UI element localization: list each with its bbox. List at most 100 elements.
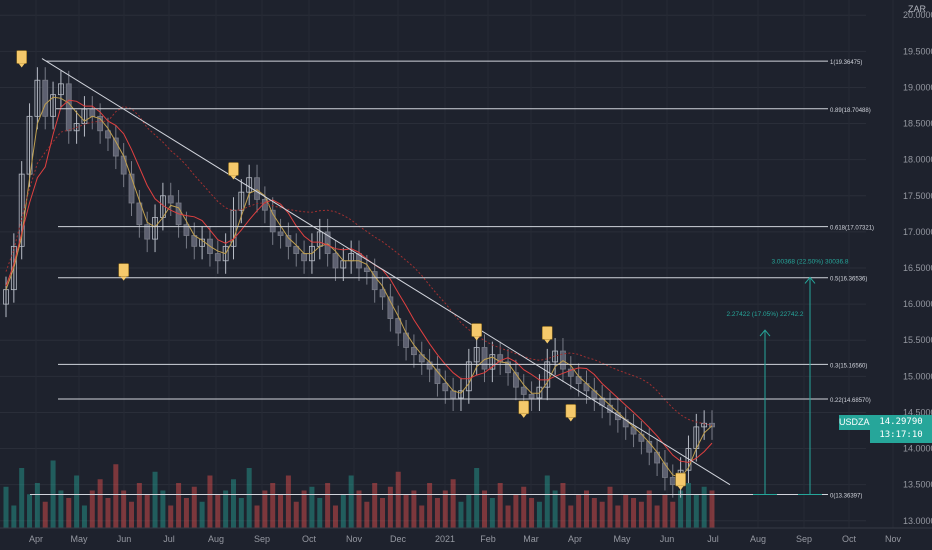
candle-body (324, 231, 331, 254)
volume-bar (191, 486, 197, 528)
volume-bar (230, 479, 236, 528)
volume-bar (466, 494, 472, 528)
x-tick-label: 2021 (435, 534, 455, 544)
candle-body (395, 318, 402, 334)
fib-level-label: 0.22(14.68570) (830, 398, 871, 404)
pivot-marker-tip (18, 63, 25, 68)
volume-bar (176, 483, 182, 528)
pivot-marker (675, 472, 686, 487)
candle-body (465, 361, 472, 392)
pivot-marker-tip (120, 276, 127, 281)
candle-body (481, 347, 488, 370)
volume-bar (701, 486, 707, 528)
volume-bar (521, 486, 527, 528)
x-tick-label: Sep (796, 534, 812, 544)
volume-bar (74, 475, 80, 528)
candle-body (277, 231, 284, 236)
volume-bar (309, 486, 315, 528)
candle-body (285, 235, 292, 247)
candle-body (293, 245, 300, 254)
volume-bar (560, 483, 566, 528)
x-tick-label: Nov (885, 534, 902, 544)
pivot-marker (565, 404, 577, 418)
volume-bar (301, 490, 307, 528)
trendline (41, 58, 731, 486)
pivot-markers (16, 50, 686, 491)
candle-body (42, 79, 49, 117)
candle-body (426, 361, 433, 370)
y-tick-label: 20.00000 (903, 10, 932, 20)
candle-body (144, 224, 151, 240)
candle-body (379, 289, 386, 298)
candle-body (301, 253, 307, 262)
candle-body (669, 477, 676, 486)
candle-body (73, 123, 80, 132)
volume-bar (356, 490, 362, 528)
volume-bar (709, 490, 715, 528)
measure-label: 2.27422 (17.05%) 22742.2 (727, 311, 804, 318)
candle-body (97, 115, 104, 132)
volume-bar (238, 498, 244, 528)
candle-body (183, 224, 190, 236)
fibonacci-levels: 1(19.36475) 0.89(18.70488) 0.618(17.07321)… (30, 60, 874, 499)
volume-bar (254, 505, 260, 528)
volume-bar (552, 490, 558, 528)
candle-body (544, 361, 551, 388)
volume-bar (136, 483, 142, 528)
volume-bar (427, 483, 433, 528)
candle-body (128, 173, 135, 204)
x-tick-label: Jun (117, 534, 132, 544)
candle-body (26, 115, 33, 175)
x-tick-label: Aug (750, 534, 766, 544)
volume-bar (529, 498, 535, 528)
y-tick-label: 19.50000 (903, 46, 932, 56)
candle-body (536, 386, 543, 399)
measure-arrow (759, 329, 771, 337)
candle-body (58, 83, 64, 96)
candle-body (254, 177, 260, 200)
volume-bar (207, 475, 213, 528)
candle-body (411, 347, 417, 356)
volume-bar (434, 498, 440, 528)
pivot-marker-tip (677, 486, 684, 491)
x-tick-label: Apr (568, 534, 582, 544)
fib-level-label: 0.3(15.16560) (830, 363, 867, 369)
candle-body (65, 83, 72, 132)
last-price-tag: 14.29790 (870, 415, 932, 430)
volume-bar (615, 505, 621, 528)
x-tick-label: May (70, 534, 88, 544)
downtrend-line (41, 58, 731, 486)
candle-body (222, 245, 229, 262)
y-tick-label: 18.50000 (903, 119, 932, 129)
x-tick-label: Sep (254, 534, 270, 544)
x-tick-label: Jul (163, 534, 175, 544)
volume-bar (113, 464, 119, 528)
candle-body (638, 433, 645, 442)
y-tick-label: 13.50000 (903, 480, 932, 490)
y-tick-label: 13.00000 (903, 516, 932, 526)
pivot-marker-tip (520, 413, 527, 418)
x-tick-label: Jul (707, 534, 719, 544)
candle-body (34, 79, 41, 117)
volume-bar (685, 483, 691, 528)
y-tick-label: 18.00000 (903, 155, 932, 165)
volume-bar (89, 490, 95, 528)
volume-bar (97, 479, 103, 528)
volume-bar (340, 494, 346, 528)
volume-bar (638, 501, 644, 528)
y-tick-label: 16.00000 (903, 299, 932, 309)
volume-bar (19, 468, 25, 528)
x-tick-label: Dec (390, 534, 407, 544)
volume-bar (3, 486, 9, 528)
candle-body (458, 390, 464, 399)
volume-bar (42, 501, 48, 528)
x-tick-label: Nov (346, 534, 363, 544)
volume-bar (262, 490, 268, 528)
currency-label: ZAR (908, 4, 927, 14)
candle-body (269, 209, 276, 233)
volume-bar (364, 501, 370, 528)
fib-level-label: 1(19.36475) (830, 60, 862, 66)
volume-bar (348, 475, 354, 528)
volume-bar (105, 498, 111, 528)
